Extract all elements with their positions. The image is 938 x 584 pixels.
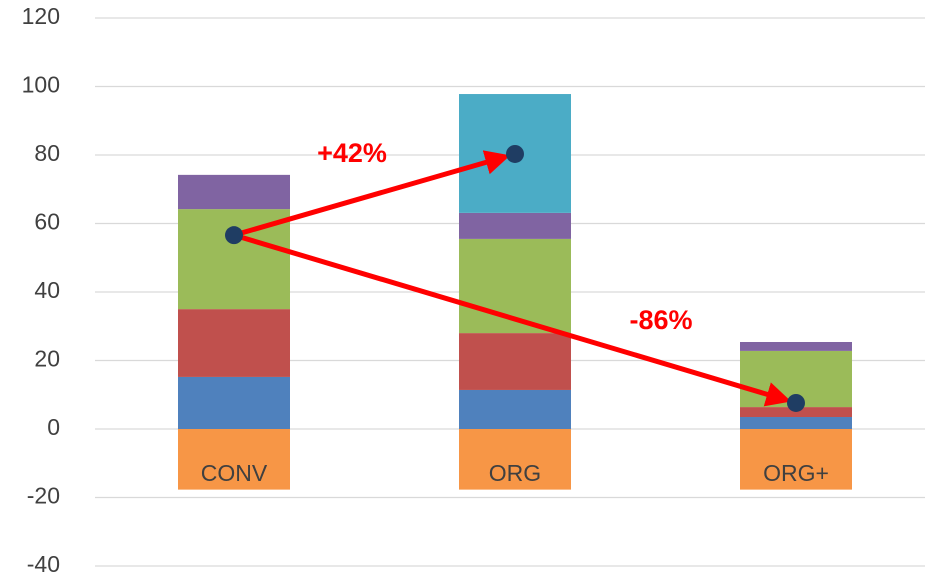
y-tick-label: 80 (34, 140, 60, 166)
bar-segment (740, 429, 852, 490)
annotation: +42% (317, 138, 387, 168)
y-tick-label: -40 (27, 551, 60, 577)
bar-segment (459, 429, 571, 490)
point (506, 144, 524, 163)
y-tick-label: 20 (34, 346, 60, 372)
bar-segment (740, 407, 852, 418)
bar-segment (459, 389, 571, 429)
point (225, 226, 243, 245)
bar-segment (459, 333, 571, 390)
arrow (233, 150, 511, 238)
bar-segment (459, 212, 571, 239)
y-tick-label: 40 (34, 277, 60, 303)
bar-segment (178, 309, 290, 377)
y-tick-label: 60 (34, 209, 60, 235)
y-tick-label: -20 (27, 483, 60, 509)
y-tick-label: 100 (22, 72, 60, 98)
bar-segment (740, 417, 852, 429)
point (787, 393, 805, 412)
y-tick-label: 120 (22, 3, 60, 29)
arrow (233, 232, 792, 407)
bar-segment (178, 174, 290, 210)
bar-segment (178, 429, 290, 490)
annotation: -86% (629, 305, 692, 335)
bar-segment (178, 376, 290, 429)
y-tick-label: 0 (47, 414, 60, 440)
bar-segment (740, 342, 852, 351)
x-tick-label: CONV (201, 460, 268, 486)
x-tick-label: ORG (489, 460, 541, 486)
x-tick-label: ORG+ (763, 460, 829, 486)
